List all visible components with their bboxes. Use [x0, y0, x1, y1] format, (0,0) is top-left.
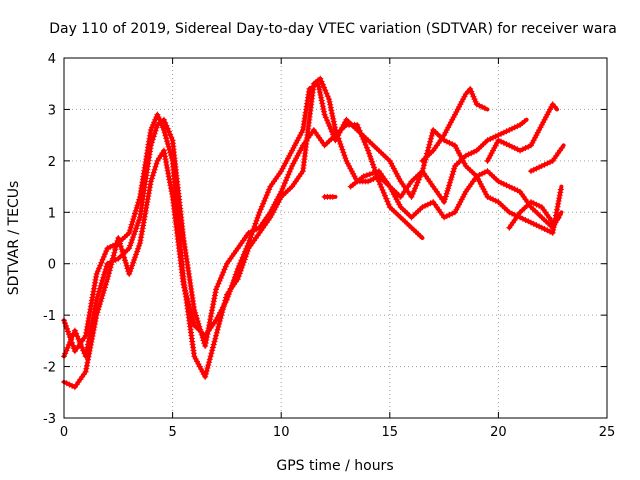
y-tick-label: -3	[43, 412, 56, 427]
x-tick-label: 10	[273, 425, 290, 440]
series-markers	[506, 199, 560, 231]
series-markers	[321, 193, 336, 200]
y-tick-label: 2	[48, 155, 56, 170]
axis-ticks: 0 5 10 15 20 25 -3 -2 -1 0 1 2 3 4	[43, 52, 615, 440]
series-7	[484, 101, 559, 164]
y-tick-label: 4	[48, 52, 56, 67]
series-6	[419, 85, 490, 164]
series-4	[347, 168, 447, 204]
y-tick-label: -1	[43, 309, 56, 324]
series-9	[528, 143, 566, 175]
x-tick-label: 25	[599, 425, 616, 440]
plot-frame	[63, 57, 608, 419]
chart-title: Day 110 of 2019, Sidereal Day-to-day VTE…	[49, 21, 617, 37]
y-axis-label: SDTVAR / TECUs	[6, 181, 22, 296]
data-series	[61, 75, 566, 391]
x-tick-label: 0	[60, 425, 68, 440]
series-3	[321, 193, 338, 200]
y-tick-label: 3	[48, 103, 56, 118]
series-8	[506, 199, 562, 231]
series-trace	[529, 143, 566, 174]
series-markers	[441, 118, 528, 205]
y-tick-label: 1	[48, 206, 56, 221]
x-axis-label: GPS time / hours	[276, 458, 393, 474]
grid-lines	[64, 58, 607, 418]
series-markers	[61, 80, 564, 391]
series-markers	[419, 85, 488, 164]
series-markers	[484, 101, 558, 164]
series-markers	[528, 145, 565, 175]
y-tick-label: 0	[48, 258, 56, 273]
series-2	[61, 80, 564, 391]
x-tick-label: 20	[490, 425, 507, 440]
x-tick-label: 5	[168, 425, 176, 440]
series-markers	[347, 168, 446, 203]
x-tick-label: 15	[382, 425, 399, 440]
series-trace	[62, 76, 564, 379]
y-tick-label: -2	[43, 361, 56, 376]
series-5	[441, 117, 529, 205]
